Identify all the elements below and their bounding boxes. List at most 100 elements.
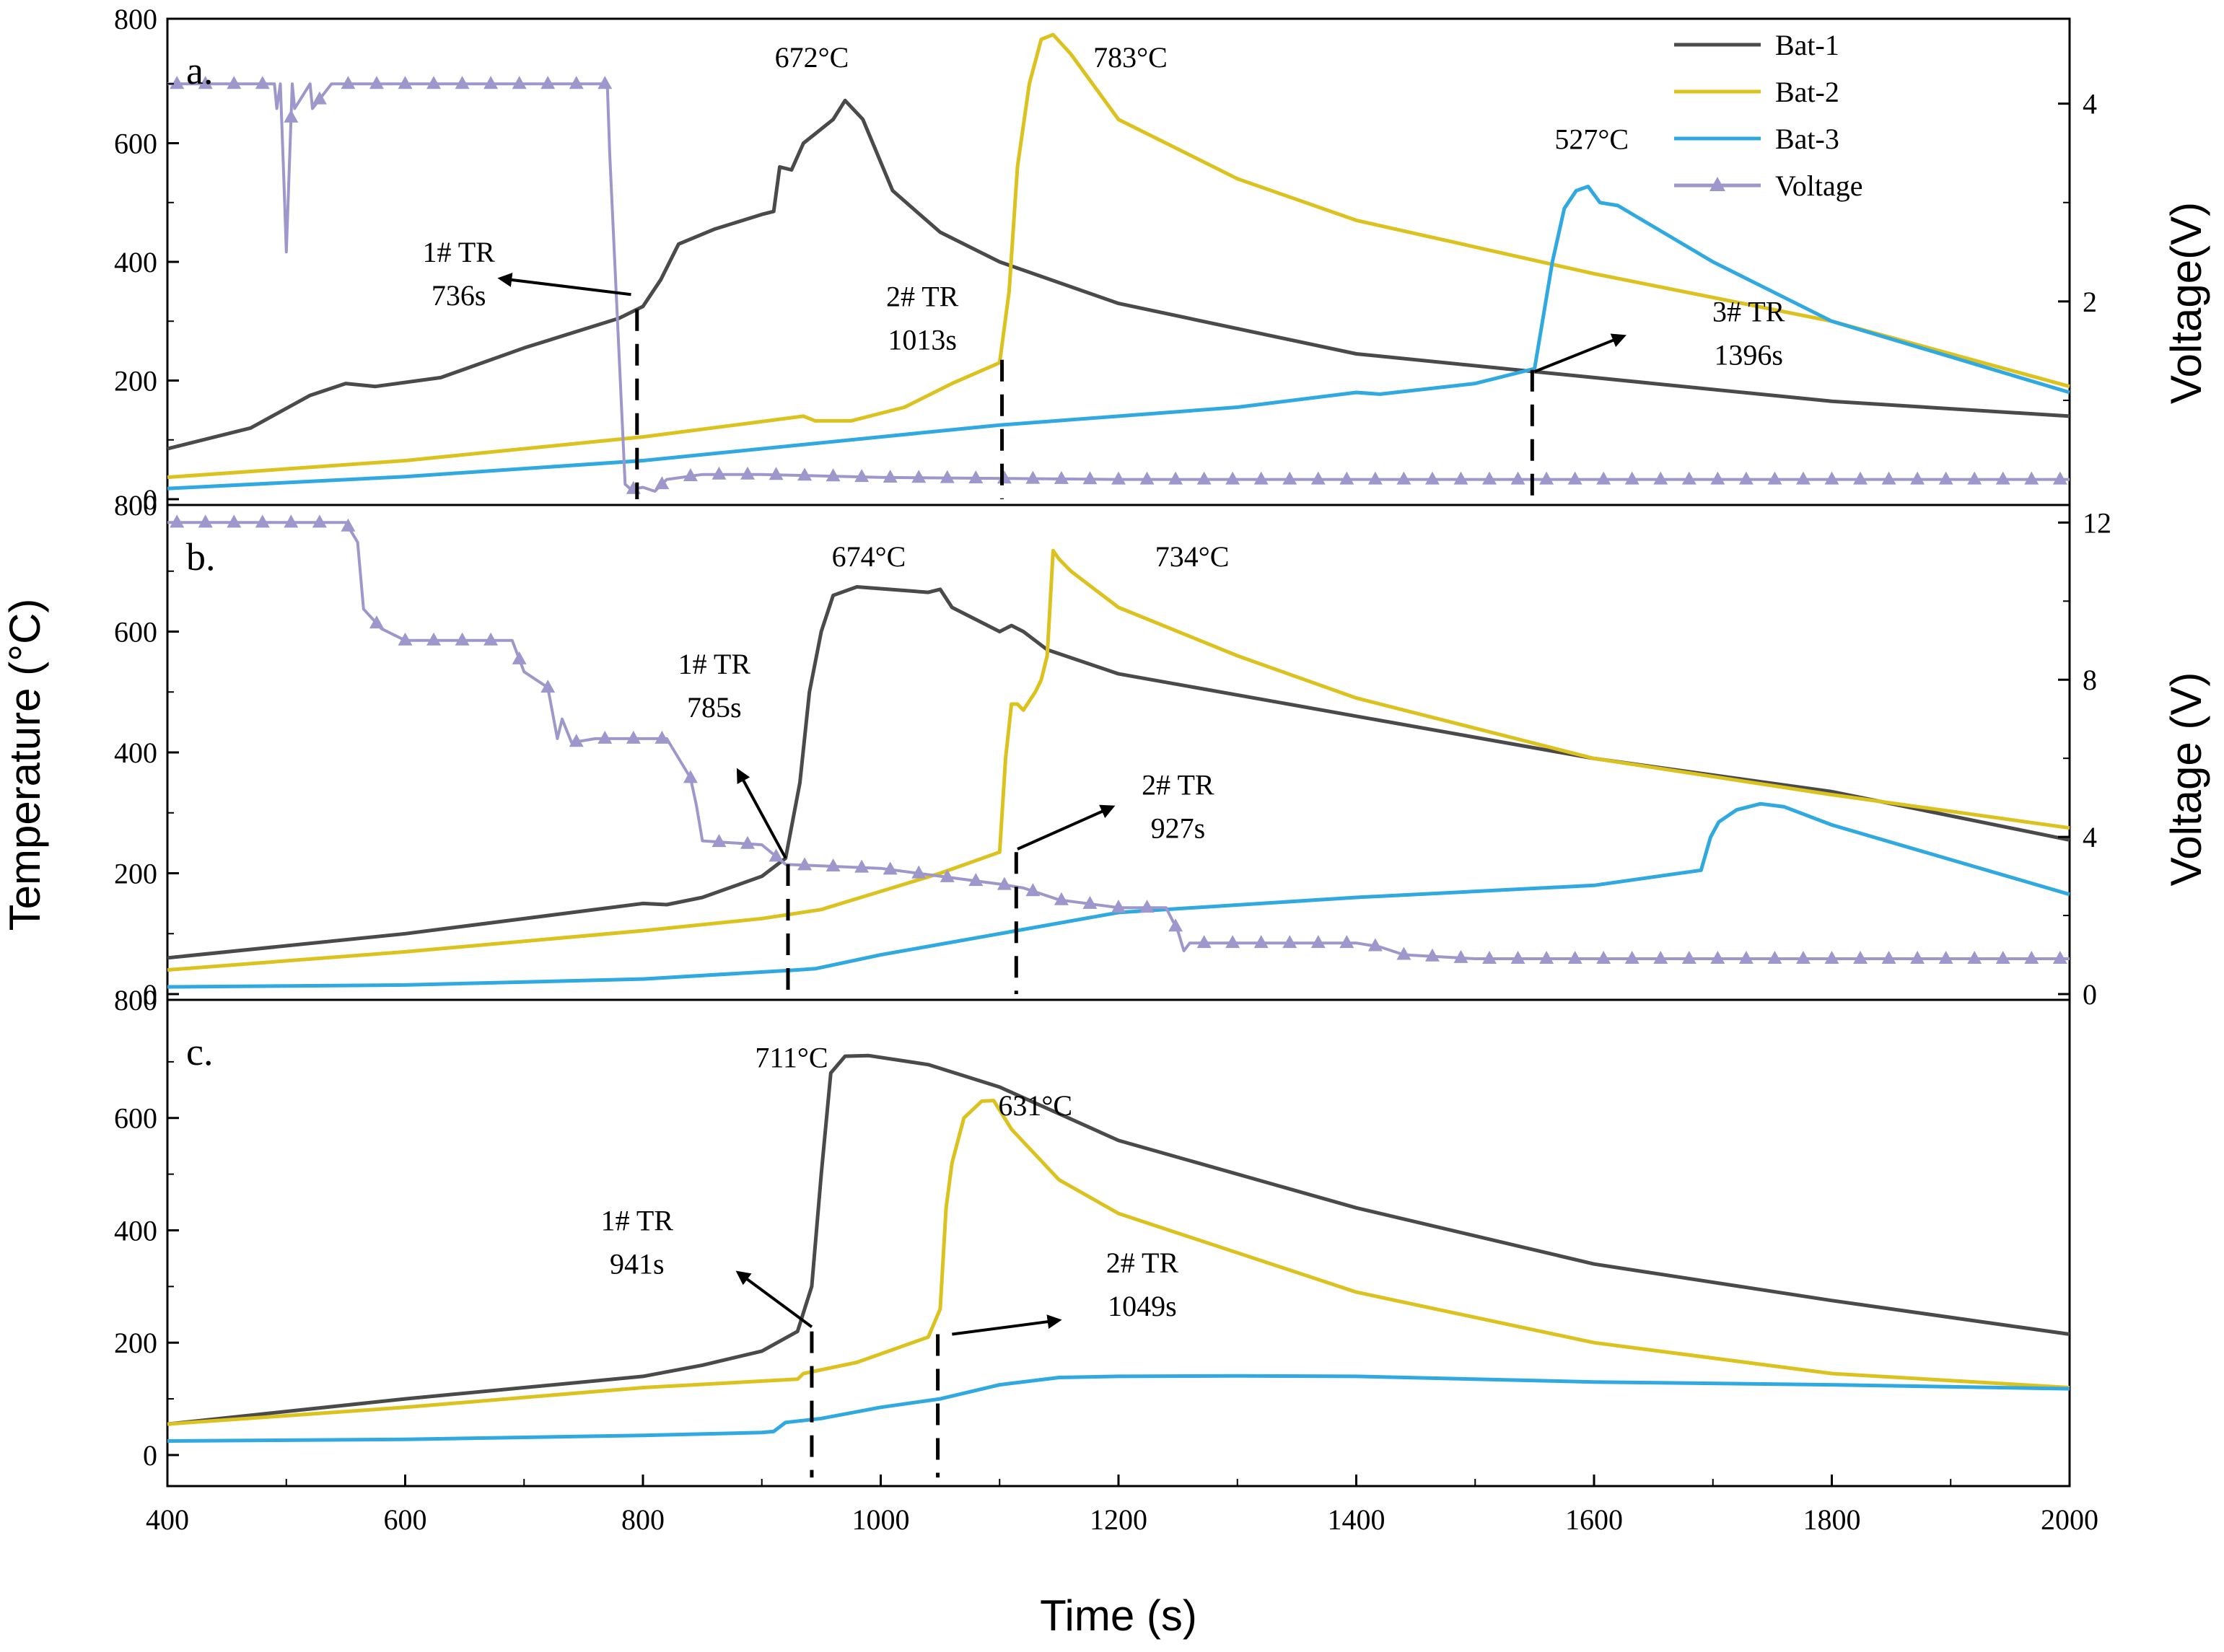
tr-annotation: 2# TR 1013s (886, 281, 959, 356)
voltage-marker (1396, 946, 1411, 960)
voltage-marker (512, 76, 527, 89)
voltage-marker (1824, 471, 1839, 485)
y-tick-label: 0 (143, 483, 157, 516)
series-line-bat-3 (167, 801, 2070, 989)
voltage-marker (1795, 950, 1811, 964)
peak-temperature-label: 674°C (832, 540, 906, 573)
series-line-bat-1 (167, 1053, 2070, 1426)
voltage-marker (341, 76, 356, 89)
voltage-marker (1995, 950, 2010, 964)
tr-arrow (1533, 333, 1627, 374)
voltage-marker (1424, 948, 1440, 962)
voltage-marker (398, 632, 413, 646)
voltage-marker (1910, 950, 1925, 964)
tr-label: 3# TR (1712, 295, 1785, 328)
voltage-marker (227, 76, 242, 89)
voltage-marker (997, 876, 1012, 890)
voltage-marker (1824, 950, 1839, 964)
voltage-marker (170, 76, 185, 89)
tr-annotation: 2# TR 927s (1142, 769, 1214, 845)
voltage-marker (1453, 949, 1468, 963)
peak-temperature-label: 711°C (755, 1042, 828, 1074)
voltage-marker (1910, 471, 1925, 485)
voltage-marker (540, 680, 556, 693)
tr-time-label: 941s (610, 1247, 665, 1280)
y-tick-label: 600 (114, 1102, 157, 1135)
voltage-marker (911, 470, 927, 483)
tr-time-label: 785s (687, 691, 742, 724)
x-tick-label: 2000 (2041, 1503, 2098, 1536)
voltage-marker (883, 861, 898, 875)
voltage-marker (1396, 471, 1411, 485)
tr-arrow (1017, 804, 1116, 851)
voltage-marker (426, 76, 442, 89)
voltage-marker (1653, 950, 1668, 964)
voltage-marker (1196, 935, 1212, 949)
voltage-marker (1139, 900, 1155, 913)
tr-annotation: 3# TR 1396s (1712, 295, 1785, 371)
y-tick-label: 0 (143, 1439, 157, 1472)
tr-arrow (952, 1314, 1062, 1336)
voltage-marker (1767, 950, 1782, 964)
tr-time-label: 1013s (888, 324, 957, 356)
voltage-marker (1510, 471, 1525, 485)
voltage-marker (2052, 950, 2067, 964)
voltage-marker (2024, 950, 2039, 964)
y-tick-label: 0 (143, 978, 157, 1011)
voltage-marker (854, 469, 870, 483)
voltage-marker (1624, 950, 1639, 964)
voltage-marker (597, 730, 613, 744)
voltage-marker (1253, 935, 1269, 949)
voltage-marker (455, 632, 470, 646)
tr-arrow (736, 768, 787, 859)
voltage-marker (883, 469, 898, 483)
tr-label: 1# TR (422, 236, 495, 268)
voltage-marker (170, 514, 185, 528)
tr-time-label: 1049s (1108, 1290, 1177, 1322)
voltage-marker (1853, 471, 1868, 485)
voltage-marker (1196, 471, 1212, 485)
voltage-marker (1653, 471, 1668, 485)
panel-frame (166, 504, 2071, 1001)
voltage-marker (1567, 471, 1582, 485)
series-line-bat-2 (167, 1099, 2070, 1426)
series-line-voltage (167, 521, 2070, 960)
voltage-marker (712, 834, 727, 848)
y2-tick-label: 12 (2083, 506, 2111, 539)
tr-annotation: 1# TR 736s (422, 236, 495, 312)
peak-temperature-label: 527°C (1554, 123, 1629, 156)
voltage-marker (1596, 471, 1611, 485)
voltage-marker (940, 869, 955, 882)
voltage-marker (1681, 950, 1697, 964)
voltage-marker (826, 468, 841, 482)
voltage-marker (1225, 935, 1240, 949)
voltage-marker (227, 514, 242, 528)
voltage-marker (1767, 471, 1782, 485)
voltage-marker (911, 865, 927, 879)
y-axis-title: Temperature (°C) (1, 599, 49, 931)
tr-label: 2# TR (1106, 1247, 1179, 1279)
series-line-bat-2 (167, 32, 2070, 480)
voltage-marker (654, 730, 670, 744)
peak-temperature-label: 672°C (775, 41, 849, 74)
voltage-marker (1995, 471, 2010, 485)
y-tick-label: 400 (114, 1214, 157, 1247)
legend-label: Bat-2 (1775, 76, 1839, 108)
voltage-marker (1025, 883, 1041, 897)
voltage-marker (1539, 471, 1554, 485)
peak-temperature-label: 783°C (1093, 41, 1168, 74)
y-tick-label: 600 (114, 128, 157, 160)
voltage-marker (255, 76, 270, 89)
tr-annotation: 1# TR 785s (678, 648, 751, 724)
voltage-marker (654, 476, 670, 490)
x-tick-label: 1400 (1328, 1503, 1385, 1536)
tr-annotation: 2# TR 1049s (1106, 1247, 1179, 1322)
y2-tick-label: 4 (2083, 88, 2097, 120)
voltage-marker (1967, 950, 1982, 964)
peak-temperature-label: 734°C (1155, 540, 1230, 573)
voltage-marker (1339, 471, 1354, 485)
voltage-marker (569, 76, 584, 89)
voltage-marker (1082, 471, 1098, 485)
